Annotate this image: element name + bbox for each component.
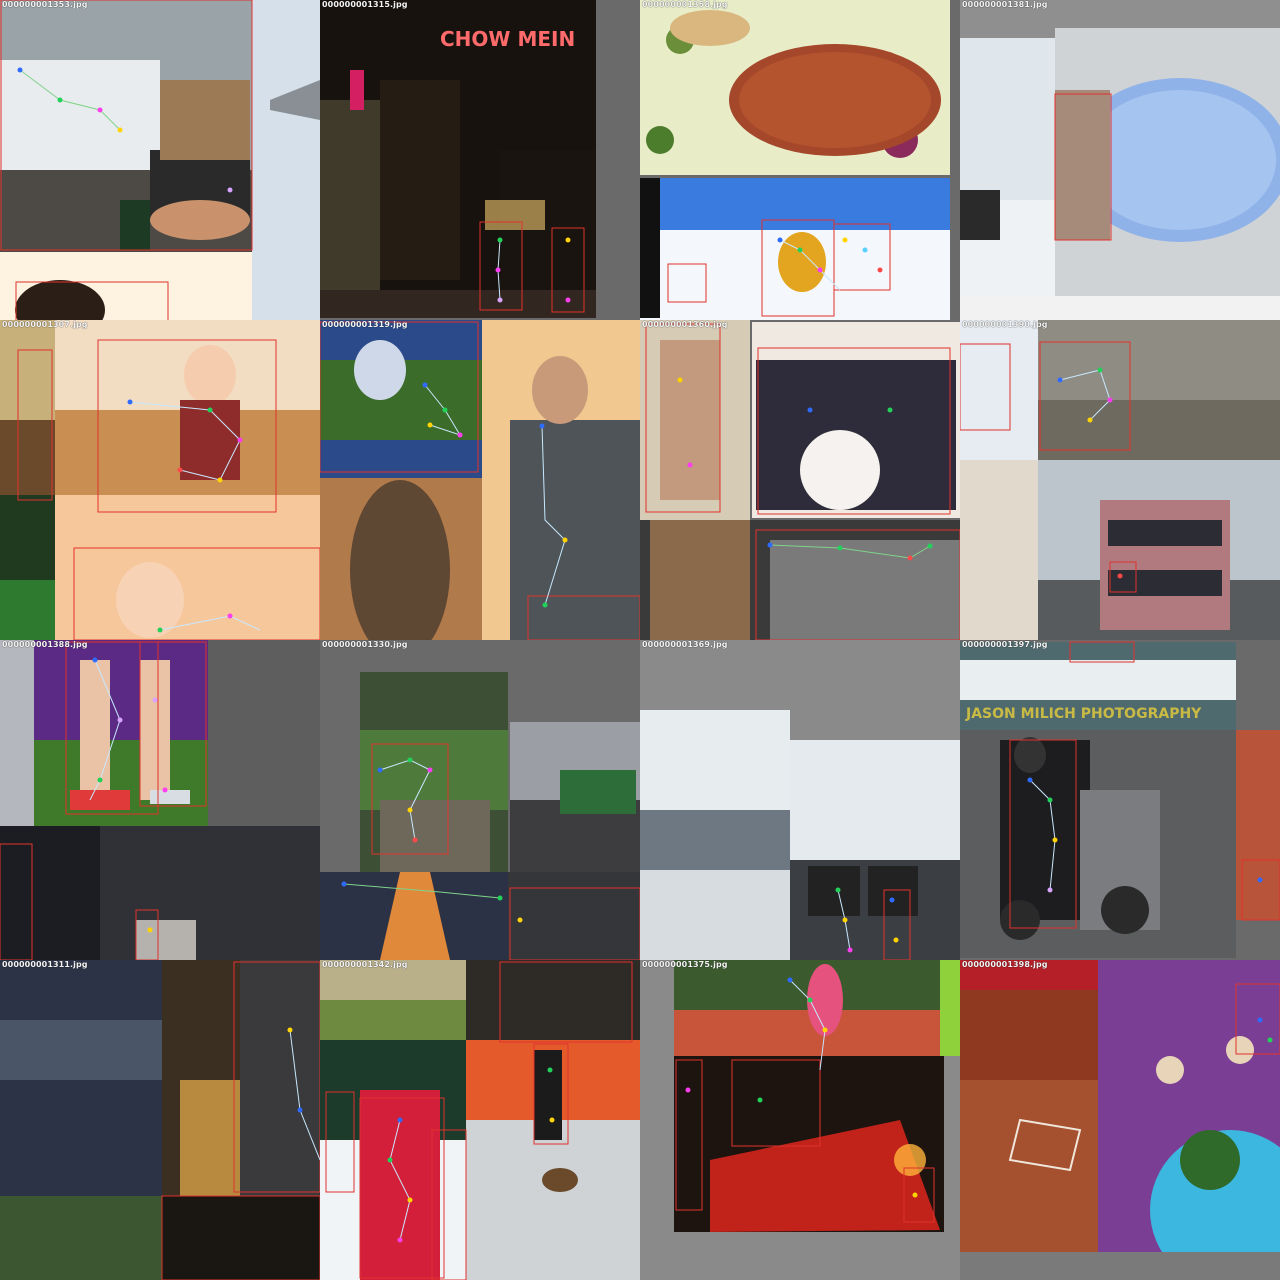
tile-8-image xyxy=(960,320,1280,640)
image-tile-6[interactable]: 000000001319.jpg xyxy=(320,320,640,640)
tile-9-image xyxy=(0,640,320,960)
image-tile-3[interactable]: 000000001358.jpg xyxy=(640,0,960,320)
tile-16-image xyxy=(960,960,1280,1280)
tile-4-image xyxy=(960,0,1280,320)
tile-13-image xyxy=(0,960,320,1280)
image-tile-16[interactable]: 000000001398.jpg xyxy=(960,960,1280,1280)
tile-5-image xyxy=(0,320,320,640)
image-tile-2[interactable]: CHOW MEIN 000000001315.jpg xyxy=(320,0,640,320)
tile-11-image xyxy=(640,640,960,960)
tile-7-image xyxy=(640,320,960,640)
image-tile-1[interactable]: 000000001353.jpg xyxy=(0,0,320,320)
chow-mein-sign: CHOW MEIN xyxy=(440,27,575,51)
tile-6-image xyxy=(320,320,640,640)
tile-10-image xyxy=(320,640,640,960)
image-tile-15[interactable]: 000000001375.jpg xyxy=(640,960,960,1280)
tile-1-image xyxy=(0,0,320,320)
image-tile-12[interactable]: JASON MILICH PHOTOGRAPHY 000000001397.jp… xyxy=(960,640,1280,960)
image-tile-8[interactable]: 000000001390.jpg xyxy=(960,320,1280,640)
tile-2-image: CHOW MEIN xyxy=(320,0,640,320)
image-tile-9[interactable]: 000000001388.jpg xyxy=(0,640,320,960)
image-tile-5[interactable]: 000000001307.jpg xyxy=(0,320,320,640)
tile-14-image xyxy=(320,960,640,1280)
image-tile-10[interactable]: 000000001330.jpg xyxy=(320,640,640,960)
tile-3-image xyxy=(640,0,960,320)
photo-watermark: JASON MILICH PHOTOGRAPHY xyxy=(965,706,1202,722)
image-tile-4[interactable]: 000000001381.jpg xyxy=(960,0,1280,320)
image-tile-11[interactable]: 000000001369.jpg xyxy=(640,640,960,960)
image-tile-7[interactable]: 000000001360.jpg xyxy=(640,320,960,640)
tile-15-image xyxy=(640,960,960,1280)
image-tile-13[interactable]: 000000001311.jpg xyxy=(0,960,320,1280)
image-tile-14[interactable]: 000000001342.jpg xyxy=(320,960,640,1280)
tile-12-image: JASON MILICH PHOTOGRAPHY xyxy=(960,640,1280,960)
